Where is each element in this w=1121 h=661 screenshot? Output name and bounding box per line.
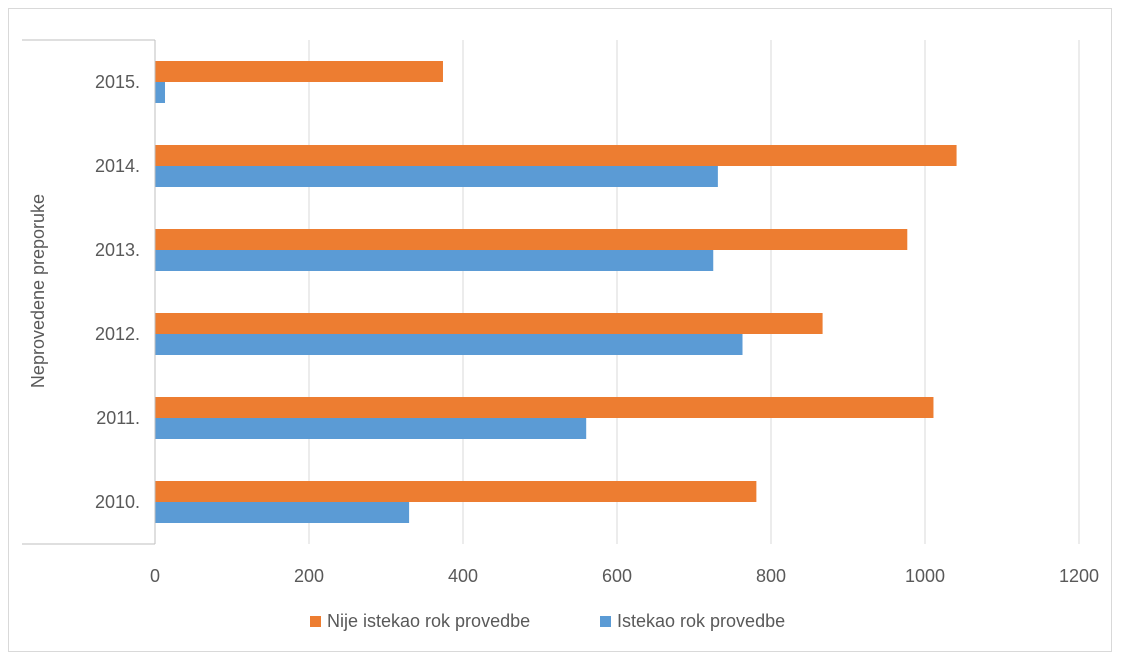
legend-swatch <box>600 616 611 627</box>
legend: Nije istekao rok provedbe Istekao rok pro… <box>310 611 785 631</box>
axes <box>22 39 156 545</box>
x-tick-label: 1200 <box>1059 566 1099 586</box>
bars <box>155 61 957 523</box>
x-tick-label: 800 <box>756 566 786 586</box>
bar-istekao-2012 <box>155 334 743 355</box>
bar-nije-istekao-2011 <box>155 397 934 418</box>
bar-istekao-2015 <box>155 82 166 103</box>
gridlines <box>308 40 1080 544</box>
x-tick-label: 1000 <box>905 566 945 586</box>
bar-istekao-2014 <box>155 166 718 187</box>
y-tick-label: 2012. <box>95 324 140 344</box>
bar-istekao-2011 <box>155 418 587 439</box>
bar-nije-istekao-2015 <box>155 61 443 82</box>
bar-nije-istekao-2012 <box>155 313 823 334</box>
y-tick-labels: 2010. 2011. 2012. 2013. 2014. 2015. <box>95 72 140 512</box>
bar-istekao-2013 <box>155 250 714 271</box>
x-tick-label: 600 <box>602 566 632 586</box>
bar-nije-istekao-2013 <box>155 229 908 250</box>
x-tick-label: 200 <box>294 566 324 586</box>
legend-label: Nije istekao rok provedbe <box>327 611 530 631</box>
y-tick-label: 2010. <box>95 492 140 512</box>
bar-nije-istekao-2014 <box>155 145 957 166</box>
legend-label: Istekao rok provedbe <box>617 611 785 631</box>
bar-istekao-2010 <box>155 502 410 523</box>
legend-swatch <box>310 616 321 627</box>
y-tick-label: 2014. <box>95 156 140 176</box>
x-tick-label: 400 <box>448 566 478 586</box>
y-axis-title: Neprovedene preporuke <box>28 194 48 388</box>
bar-nije-istekao-2010 <box>155 481 757 502</box>
x-tick-label: 0 <box>150 566 160 586</box>
y-tick-label: 2013. <box>95 240 140 260</box>
y-tick-label: 2015. <box>95 72 140 92</box>
y-tick-label: 2011. <box>96 408 140 428</box>
x-tick-labels: 0 200 400 600 800 1000 1200 <box>150 566 1099 586</box>
